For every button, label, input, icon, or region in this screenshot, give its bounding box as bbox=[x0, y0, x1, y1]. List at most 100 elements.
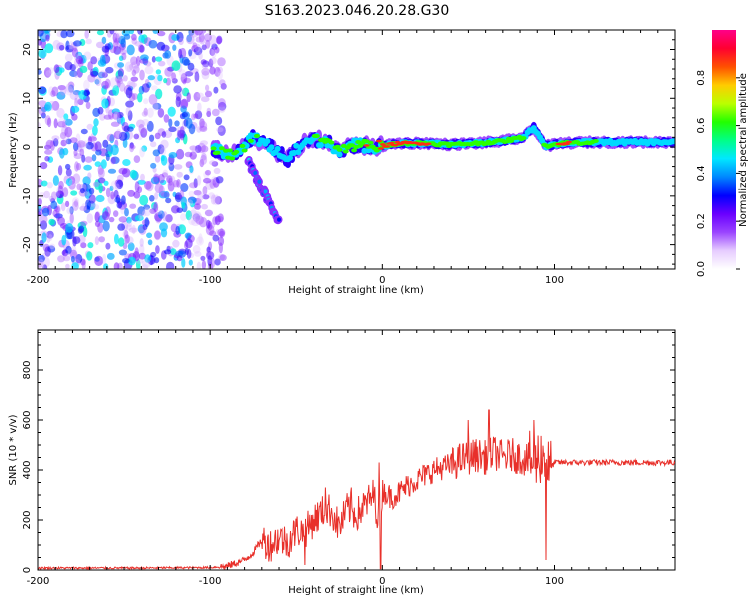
noise-cell bbox=[143, 204, 151, 210]
noise-cell bbox=[129, 142, 134, 149]
noise-cell bbox=[148, 94, 158, 105]
noise-cell bbox=[50, 90, 56, 98]
signal-cell bbox=[520, 136, 527, 141]
noise-cell bbox=[138, 123, 145, 134]
noise-cell bbox=[80, 220, 88, 226]
noise-cell bbox=[181, 201, 186, 209]
y-tick-label: 0 bbox=[22, 144, 33, 150]
noise-cell bbox=[73, 153, 83, 160]
noise-cell bbox=[139, 244, 145, 255]
noise-cell bbox=[114, 233, 119, 245]
noise-cell bbox=[193, 46, 203, 56]
noise-cell bbox=[150, 176, 160, 185]
noise-cell bbox=[163, 77, 168, 84]
colorbar: 0.0 0.2 0.4 0.6 0.8 Normalized spectral ampl… bbox=[696, 30, 749, 277]
noise-cell bbox=[105, 66, 114, 74]
noise-cell bbox=[198, 35, 206, 45]
noise-cell bbox=[62, 255, 71, 262]
noise-cell bbox=[198, 32, 205, 43]
noise-cell bbox=[65, 263, 70, 269]
signal-cell bbox=[264, 138, 271, 145]
noise-cell bbox=[140, 127, 148, 138]
noise-cell bbox=[64, 138, 69, 145]
signal-cell bbox=[351, 148, 358, 153]
noise-cell bbox=[137, 179, 146, 185]
noise-cell bbox=[134, 181, 140, 193]
noise-cell bbox=[192, 213, 201, 222]
noise-cell bbox=[112, 34, 122, 42]
noise-cell bbox=[116, 77, 124, 85]
noise-cell bbox=[113, 39, 119, 49]
noise-cell bbox=[44, 101, 52, 112]
noise-cell bbox=[59, 85, 67, 96]
noise-cell bbox=[158, 173, 165, 184]
noise-cell bbox=[160, 155, 168, 166]
noise-cell bbox=[69, 70, 78, 77]
noise-cell bbox=[110, 156, 120, 164]
noise-cell bbox=[120, 38, 126, 48]
noise-cell bbox=[216, 35, 223, 44]
noise-cell bbox=[145, 180, 154, 192]
noise-cell bbox=[201, 152, 207, 161]
noise-cell bbox=[159, 147, 167, 156]
noise-cell bbox=[206, 246, 211, 253]
noise-cell bbox=[164, 50, 172, 59]
noise-cell bbox=[77, 141, 85, 152]
noise-cell bbox=[214, 215, 221, 226]
noise-cell bbox=[217, 66, 224, 74]
noise-cell bbox=[152, 102, 159, 111]
noise-cell bbox=[149, 134, 155, 142]
signal-cell bbox=[565, 140, 572, 144]
noise-cell bbox=[94, 211, 101, 222]
noise-cell bbox=[153, 230, 162, 241]
noise-cell bbox=[174, 120, 180, 127]
noise-cell bbox=[133, 133, 140, 140]
noise-cell bbox=[176, 31, 184, 43]
noise-cell bbox=[181, 112, 188, 118]
colorbar-label: Normalized spectral amplitude bbox=[738, 73, 749, 227]
noise-cell bbox=[155, 56, 163, 62]
noise-cell bbox=[194, 30, 203, 36]
noise-cell bbox=[200, 140, 208, 146]
noise-cell bbox=[185, 35, 195, 45]
noise-cell bbox=[129, 144, 136, 150]
noise-cell bbox=[185, 210, 192, 221]
noise-cell bbox=[175, 148, 185, 160]
noise-cell bbox=[63, 252, 71, 260]
noise-cell bbox=[65, 83, 74, 93]
noise-cell bbox=[123, 33, 131, 40]
noise-cell bbox=[127, 256, 136, 266]
noise-cell bbox=[104, 78, 111, 89]
noise-cell bbox=[135, 259, 141, 269]
noise-cell bbox=[196, 175, 202, 186]
noise-cell bbox=[64, 61, 73, 71]
noise-cell bbox=[83, 51, 92, 60]
noise-cell bbox=[95, 76, 102, 87]
signal-cell bbox=[218, 146, 225, 151]
noise-cell bbox=[144, 254, 151, 263]
noise-cell bbox=[161, 172, 168, 178]
noise-cell bbox=[188, 259, 193, 266]
noise-cell bbox=[184, 232, 192, 239]
noise-cell bbox=[194, 30, 201, 36]
signal-cell bbox=[247, 138, 254, 143]
noise-cell bbox=[95, 41, 105, 49]
noise-cell bbox=[196, 236, 204, 246]
noise-cell bbox=[138, 252, 146, 260]
noise-cell bbox=[63, 113, 69, 121]
noise-cell bbox=[158, 190, 168, 199]
noise-cell bbox=[150, 141, 157, 148]
noise-cell bbox=[71, 262, 79, 269]
noise-cell bbox=[124, 234, 130, 244]
noise-cell bbox=[172, 44, 177, 51]
noise-cell bbox=[178, 48, 183, 59]
noise-cell bbox=[171, 60, 181, 71]
noise-cell bbox=[205, 84, 210, 92]
noise-cell bbox=[71, 47, 79, 58]
noise-cell bbox=[118, 237, 125, 247]
noise-cell bbox=[149, 208, 157, 214]
noise-cell bbox=[139, 45, 145, 53]
noise-cell bbox=[76, 183, 82, 191]
noise-cell bbox=[70, 190, 78, 196]
